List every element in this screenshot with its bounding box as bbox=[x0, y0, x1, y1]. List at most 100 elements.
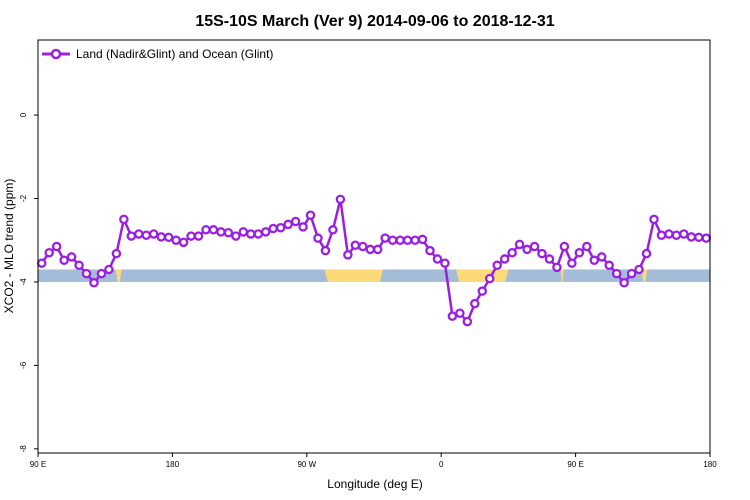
data-point bbox=[694, 232, 704, 243]
data-point bbox=[238, 227, 249, 237]
data-point bbox=[216, 227, 226, 237]
legend-label: Land (Nadir&Glint) and Ocean (Glint) bbox=[76, 47, 273, 61]
data-point bbox=[231, 231, 241, 241]
data-point bbox=[51, 241, 62, 252]
data-point bbox=[178, 237, 189, 248]
data-point bbox=[492, 260, 502, 271]
data-point bbox=[656, 230, 667, 240]
chart-title: 15S-10S March (Ver 9) 2014-09-06 to 2018… bbox=[195, 13, 554, 30]
data-point bbox=[634, 264, 644, 275]
data-point bbox=[619, 278, 629, 288]
data-point bbox=[626, 268, 637, 279]
surface-land-segment bbox=[560, 269, 564, 282]
data-point bbox=[283, 219, 293, 230]
y-axis-label: XCO2 - MLO trend (ppm) bbox=[2, 179, 16, 314]
data-point bbox=[96, 268, 107, 279]
data-point bbox=[544, 254, 555, 264]
data-point bbox=[171, 235, 181, 245]
x-tick-label: 0 bbox=[439, 460, 444, 469]
data-point bbox=[193, 231, 204, 241]
data-point bbox=[186, 231, 196, 241]
y-tick-label: -6 bbox=[19, 361, 28, 369]
data-point bbox=[335, 194, 346, 205]
data-point bbox=[522, 244, 532, 255]
data-point bbox=[313, 233, 323, 243]
y-tick-label: -8 bbox=[19, 445, 28, 453]
y-tick-label: -2 bbox=[19, 194, 28, 202]
x-tick-label: 90 E bbox=[30, 460, 46, 469]
data-point bbox=[470, 298, 480, 309]
data-point bbox=[671, 230, 682, 240]
data-point bbox=[372, 244, 383, 255]
data-point bbox=[74, 260, 84, 271]
surface-type-bar bbox=[38, 269, 710, 282]
data-point bbox=[81, 268, 92, 279]
data-point bbox=[417, 234, 428, 245]
data-point bbox=[89, 278, 99, 288]
data-point bbox=[134, 229, 144, 239]
data-point bbox=[432, 254, 443, 264]
legend: Land (Nadir&Glint) and Ocean (Glint) bbox=[42, 47, 273, 61]
data-point bbox=[66, 252, 77, 262]
data-point bbox=[596, 252, 607, 262]
data-point bbox=[701, 233, 712, 243]
data-point bbox=[582, 241, 592, 252]
data-point bbox=[664, 229, 674, 239]
data-point bbox=[440, 258, 450, 268]
y-axis: 0 -2 -4 -6 -8 bbox=[19, 112, 38, 452]
data-point bbox=[223, 227, 234, 238]
y-tick-label: -4 bbox=[19, 278, 28, 286]
data-point bbox=[425, 245, 435, 256]
data-point bbox=[343, 250, 353, 260]
data-point bbox=[59, 255, 69, 266]
data-point bbox=[44, 248, 54, 258]
data-point bbox=[156, 232, 166, 242]
data-point bbox=[679, 229, 689, 239]
data-point bbox=[455, 308, 465, 318]
series-line bbox=[40, 198, 707, 323]
data-point bbox=[365, 244, 376, 255]
x-tick-label: 90 W bbox=[297, 460, 316, 469]
y-tick-label: 0 bbox=[19, 112, 28, 117]
x-tick-label: 180 bbox=[703, 460, 717, 469]
data-point bbox=[514, 239, 525, 250]
data-point bbox=[290, 216, 301, 227]
data-point bbox=[260, 227, 271, 237]
surface-land-segment bbox=[115, 269, 122, 282]
data-point bbox=[686, 232, 697, 242]
surface-land-segment bbox=[324, 269, 383, 282]
data-point bbox=[126, 231, 137, 241]
data-point bbox=[477, 286, 488, 296]
data-point bbox=[104, 264, 114, 275]
surface-land-segment bbox=[456, 269, 509, 282]
plot-frame bbox=[37, 39, 711, 454]
data-point bbox=[163, 232, 174, 243]
x-tick-label: 90 E bbox=[567, 460, 583, 469]
data-point bbox=[111, 248, 122, 259]
data-point bbox=[119, 214, 129, 225]
surface-land-segment bbox=[641, 269, 648, 282]
data-point bbox=[462, 316, 473, 327]
data-point bbox=[484, 273, 495, 284]
data-point bbox=[395, 235, 405, 245]
data-point bbox=[208, 225, 219, 235]
data-point bbox=[499, 254, 510, 264]
data-point bbox=[559, 241, 570, 252]
data-point bbox=[447, 311, 458, 321]
data-point bbox=[268, 223, 278, 234]
data-point bbox=[529, 241, 540, 252]
data-point bbox=[320, 245, 331, 256]
data-point bbox=[36, 258, 47, 268]
data-point bbox=[358, 241, 368, 252]
data-point bbox=[507, 248, 517, 258]
x-axis-label: Longitude (deg E) bbox=[327, 477, 422, 491]
data-point bbox=[253, 229, 264, 239]
series-layer bbox=[36, 194, 712, 327]
data-point bbox=[387, 235, 398, 245]
data-point bbox=[141, 230, 152, 240]
data-point bbox=[246, 229, 256, 239]
data-point bbox=[641, 248, 652, 259]
x-tick-label: 180 bbox=[166, 460, 180, 469]
data-point bbox=[649, 214, 659, 225]
